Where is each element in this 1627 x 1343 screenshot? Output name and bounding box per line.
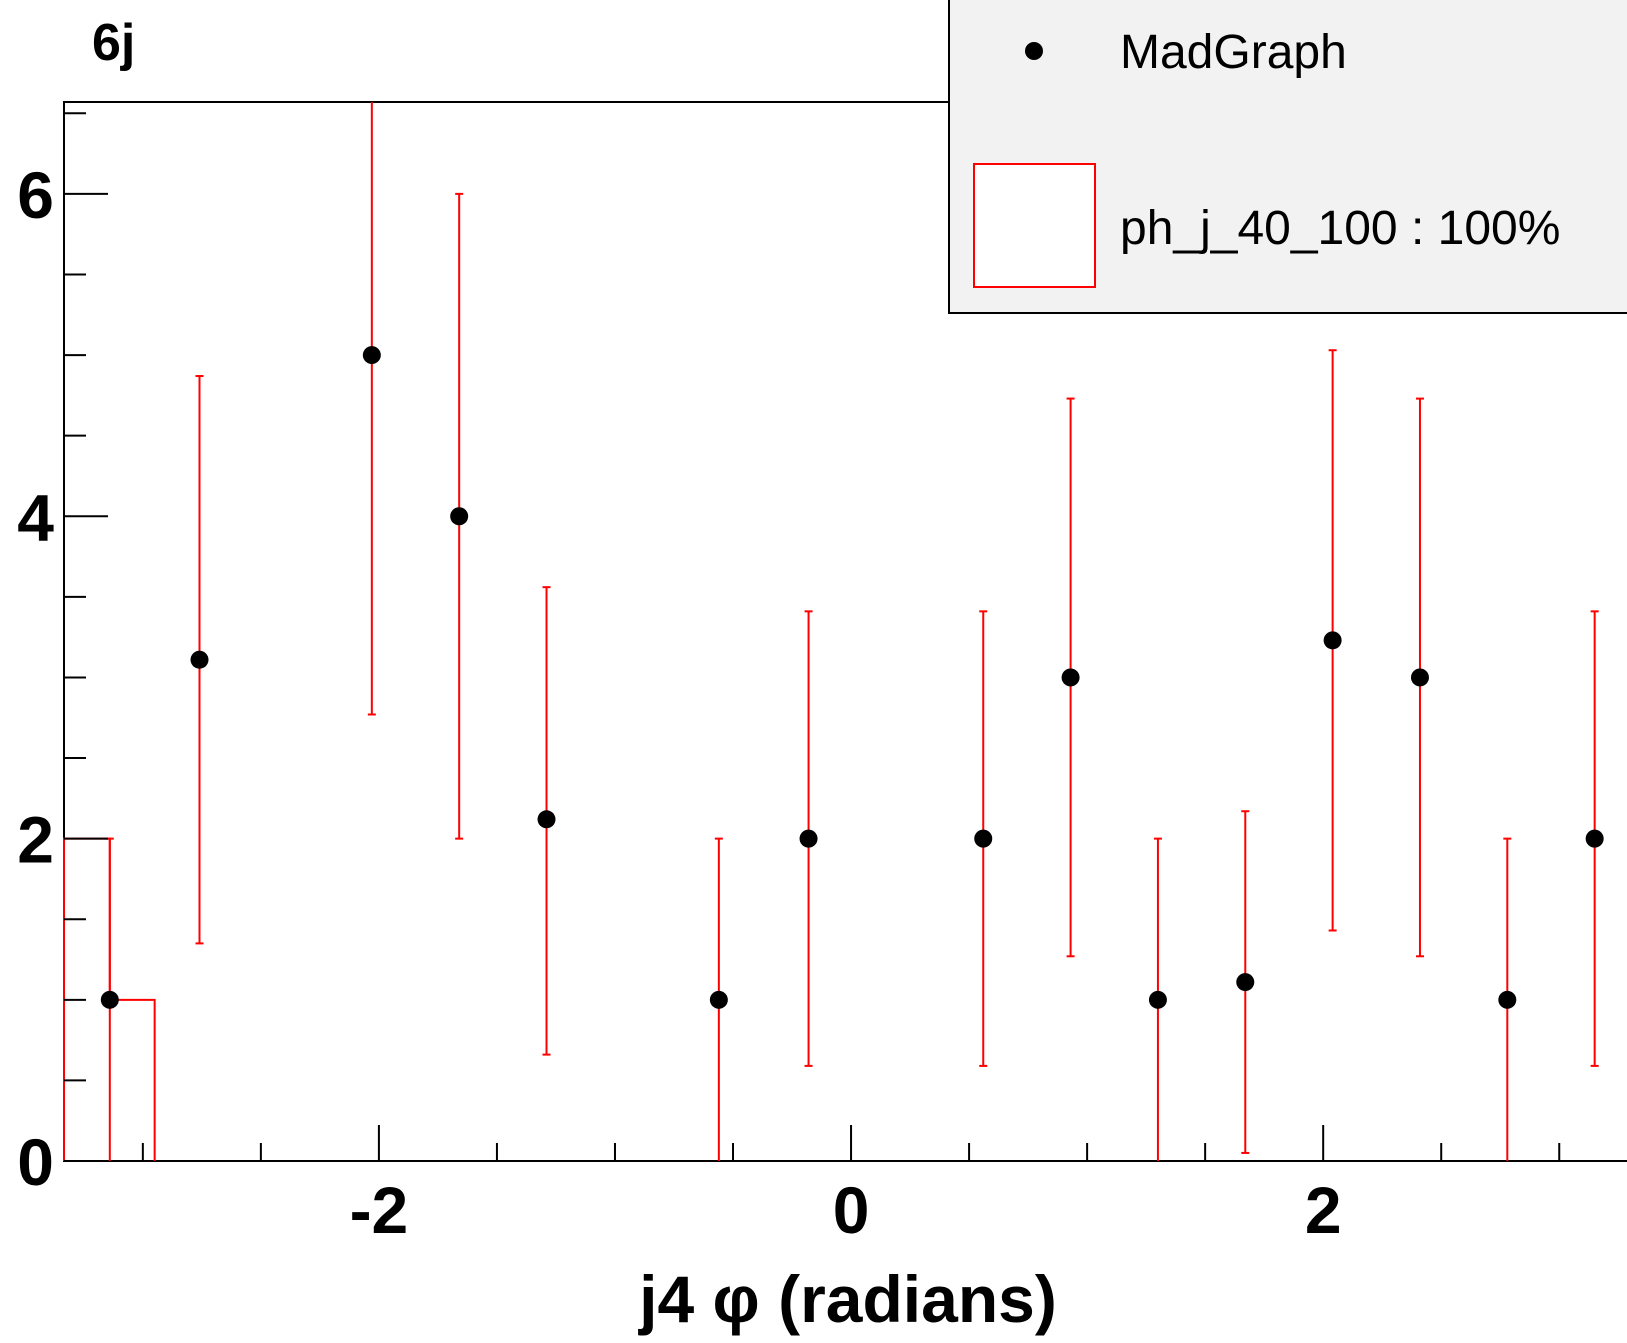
data-points [100,346,1604,1009]
x-axis-title: j4 φ (radians) [637,1262,1057,1336]
y-tick-label: 2 [17,803,54,877]
legend-label-madgraph: MadGraph [1120,26,1347,79]
data-point [974,829,993,848]
data-point [1498,990,1517,1009]
data-point [100,990,119,1009]
data-point [537,810,556,829]
legend-marker-box [973,163,1096,288]
data-point [799,829,818,848]
chart-title: 6j [92,14,135,72]
data-point [1585,829,1604,848]
legend-label-ph-j: ph_j_40_100 : 100% [1120,202,1560,255]
x-tick-label: -2 [350,1173,409,1247]
data-point [1061,668,1080,687]
data-point [190,650,209,669]
data-point [362,346,381,365]
y-tick-label: 6 [17,158,54,232]
data-point [709,990,728,1009]
plot-area [63,101,1627,1162]
legend: MadGraph ph_j_40_100 : 100% [948,0,1627,314]
data-point [1148,990,1167,1009]
data-point [450,507,469,526]
legend-marker-dot [1025,42,1043,60]
x-tick-label: 0 [833,1173,870,1247]
axes: 0 2 4 6 -2 0 2 [17,112,1561,1247]
x-tick-label: 2 [1305,1173,1342,1247]
data-point [1410,668,1429,687]
y-tick-label: 0 [17,1125,54,1199]
y-tick-label: 4 [17,480,54,554]
data-point [1236,973,1255,992]
plot-frame [63,101,1627,1162]
data-point [1323,631,1342,650]
